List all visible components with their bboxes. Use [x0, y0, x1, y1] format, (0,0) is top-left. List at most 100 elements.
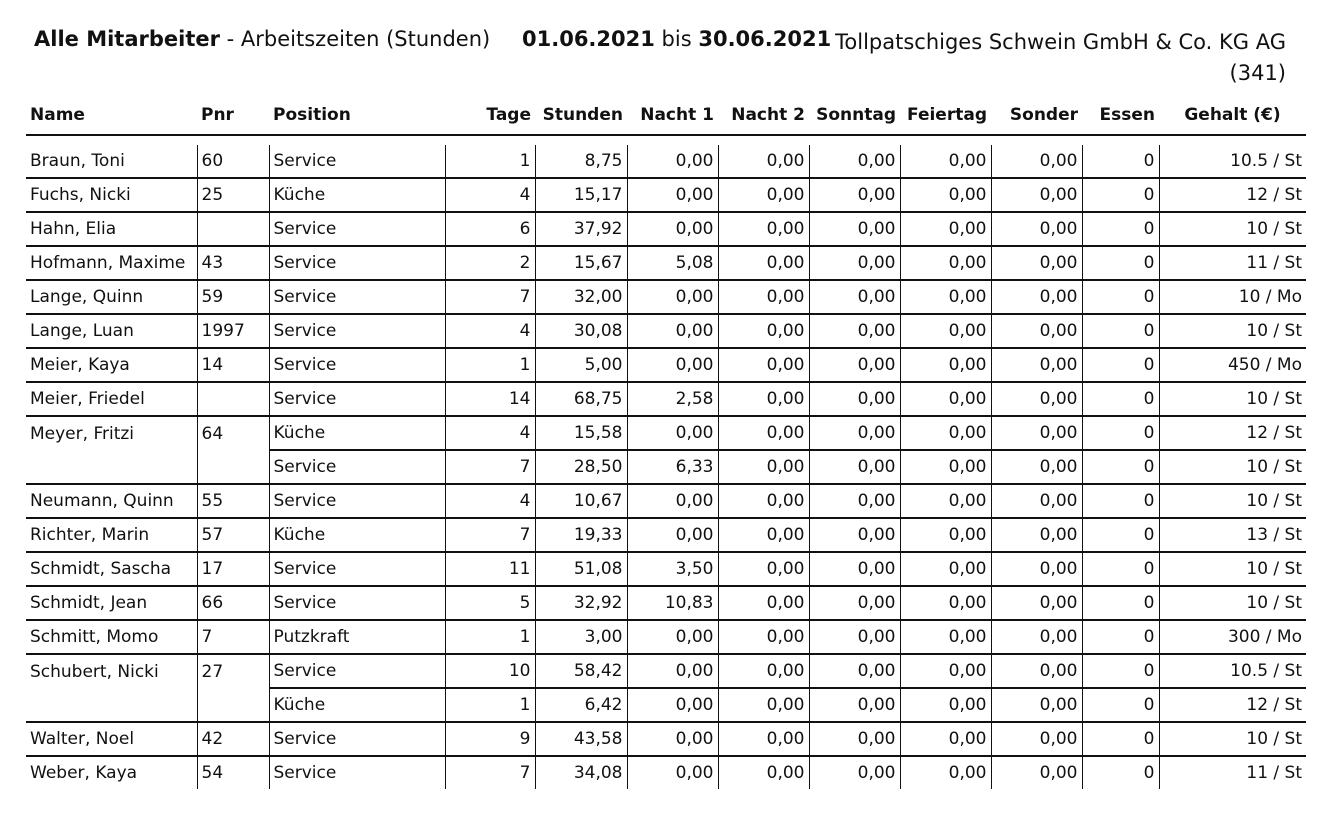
cell-gehalt: 450 / Mo: [1158, 348, 1306, 383]
cell-sonder: 0,00: [990, 450, 1082, 485]
cell-nacht1: 0,00: [626, 620, 718, 655]
cell-tage: 14: [444, 382, 535, 417]
cell-essen: 0: [1081, 348, 1159, 383]
cell-nacht2: 0,00: [717, 145, 809, 179]
cell-gehalt: 11 / St: [1158, 246, 1306, 281]
cell-nacht1: 0,00: [626, 654, 718, 689]
cell-position: Küche: [268, 688, 445, 723]
cell-tage: 2: [444, 246, 535, 281]
cell-name: Meyer, Fritzi: [30, 423, 135, 444]
cell-nacht2: 0,00: [717, 552, 809, 587]
cell-gehalt: 10 / St: [1158, 552, 1306, 587]
cell-sonntag: 0,00: [808, 484, 900, 519]
cell-nacht1: 0,00: [626, 688, 718, 723]
cell-essen: 0: [1081, 212, 1159, 247]
cell-position: Küche: [268, 178, 445, 213]
company-id: (341): [1229, 61, 1286, 85]
cell-stunden: 30,08: [534, 314, 627, 349]
cell-stunden: 15,17: [534, 178, 627, 213]
cell-position: Service: [268, 382, 445, 417]
cell-pnr: 57: [196, 518, 269, 553]
table-header-row: Name Pnr Position Tage Stunden Nacht 1 N…: [26, 96, 1306, 136]
cell-essen: 0: [1081, 280, 1159, 315]
cell-feiertag: 0,00: [899, 586, 991, 621]
cell-sonder: 0,00: [990, 212, 1082, 247]
cell-name: Meier, Friedel: [26, 382, 197, 417]
date-range: 01.06.2021 bis 30.06.2021: [522, 27, 831, 51]
cell-tage: 9: [444, 722, 535, 757]
cell-tage: 1: [444, 348, 535, 383]
report-title: Alle Mitarbeiter - Arbeitszeiten (Stunde…: [34, 27, 490, 51]
cell-sonder: 0,00: [990, 688, 1082, 723]
cell-stunden: 19,33: [534, 518, 627, 553]
cell-position: Service: [268, 722, 445, 757]
col-header-stunden: Stunden: [535, 96, 627, 136]
table-row: Fuchs, Nicki 25 Küche 4 15,17 0,00 0,00 0,00 0,0…: [26, 178, 1306, 213]
cell-essen: 0: [1081, 756, 1159, 789]
cell-name: Lange, Luan: [26, 314, 197, 349]
cell-nacht2: 0,00: [717, 450, 809, 485]
cell-sonder: 0,00: [990, 246, 1082, 281]
cell-essen: 0: [1081, 586, 1159, 621]
table-row: Lange, Luan 1997 Service 4 30,08 0,00 0,00 0,00…: [26, 314, 1306, 349]
cell-sonntag: 0,00: [808, 688, 900, 723]
cell-sonder: 0,00: [990, 620, 1082, 655]
col-header-sonder: Sonder: [991, 96, 1082, 136]
cell-feiertag: 0,00: [899, 722, 991, 757]
cell-nacht1: 0,00: [626, 518, 718, 553]
cell-sonntag: 0,00: [808, 450, 900, 485]
table-row: Küche 1 6,42 0,00 0,00 0,00 0,00 0,00 0 12 / St: [26, 688, 1306, 723]
cell-pnr: 55: [196, 484, 269, 519]
cell-essen: 0: [1081, 722, 1159, 757]
cell-sonntag: 0,00: [808, 178, 900, 213]
cell-nacht2: 0,00: [717, 688, 809, 723]
cell-feiertag: 0,00: [899, 416, 991, 451]
cell-feiertag: 0,00: [899, 212, 991, 247]
table-row: Service 7 28,50 6,33 0,00 0,00 0,00 0,00 0 10 / S…: [26, 450, 1306, 485]
cell-nacht1: 3,50: [626, 552, 718, 587]
cell-gehalt: 12 / St: [1158, 416, 1306, 451]
cell-feiertag: 0,00: [899, 518, 991, 553]
cell-nacht1: 10,83: [626, 586, 718, 621]
cell-name: Walter, Noel: [26, 722, 197, 757]
cell-nacht1: 0,00: [626, 722, 718, 757]
cell-position: Service: [268, 280, 445, 315]
cell-tage: 7: [444, 518, 535, 553]
col-header-nacht1: Nacht 1: [627, 96, 718, 136]
cell-sonntag: 0,00: [808, 416, 900, 451]
cell-stunden: 6,42: [534, 688, 627, 723]
col-header-name: Name: [26, 96, 197, 136]
cell-stunden: 32,00: [534, 280, 627, 315]
cell-feiertag: 0,00: [899, 552, 991, 587]
cell-feiertag: 0,00: [899, 450, 991, 485]
cell-position: Service: [268, 586, 445, 621]
cell-feiertag: 0,00: [899, 688, 991, 723]
cell-nacht1: 0,00: [626, 314, 718, 349]
cell-sonntag: 0,00: [808, 246, 900, 281]
cell-stunden: 37,92: [534, 212, 627, 247]
cell-gehalt: 10 / St: [1158, 586, 1306, 621]
table-row: Richter, Marin 57 Küche 7 19,33 0,00 0,00 0,00 0…: [26, 518, 1306, 553]
cell-tage: 1: [444, 620, 535, 655]
cell-sonntag: 0,00: [808, 654, 900, 689]
cell-nacht1: 0,00: [626, 212, 718, 247]
cell-essen: 0: [1081, 688, 1159, 723]
cell-stunden: 3,00: [534, 620, 627, 655]
cell-tage: 10: [444, 654, 535, 689]
cell-nacht1: 0,00: [626, 145, 718, 179]
cell-essen: 0: [1081, 484, 1159, 519]
cell-pnr: 66: [196, 586, 269, 621]
cell-nacht1: 0,00: [626, 484, 718, 519]
cell-stunden: 10,67: [534, 484, 627, 519]
cell-position: Küche: [268, 416, 445, 451]
cell-pnr: 1997: [196, 314, 269, 349]
cell-sonder: 0,00: [990, 382, 1082, 417]
cell-gehalt: 12 / St: [1158, 178, 1306, 213]
cell-gehalt: 10.5 / St: [1158, 654, 1306, 689]
worktime-table: Name Pnr Position Tage Stunden Nacht 1 N…: [26, 96, 1306, 789]
header-spacer-cell: [26, 135, 1306, 145]
cell-name: Meier, Kaya: [26, 348, 197, 383]
cell-tage: 1: [444, 145, 535, 179]
col-header-pnr: Pnr: [197, 96, 269, 136]
cell-gehalt: 10 / St: [1158, 484, 1306, 519]
